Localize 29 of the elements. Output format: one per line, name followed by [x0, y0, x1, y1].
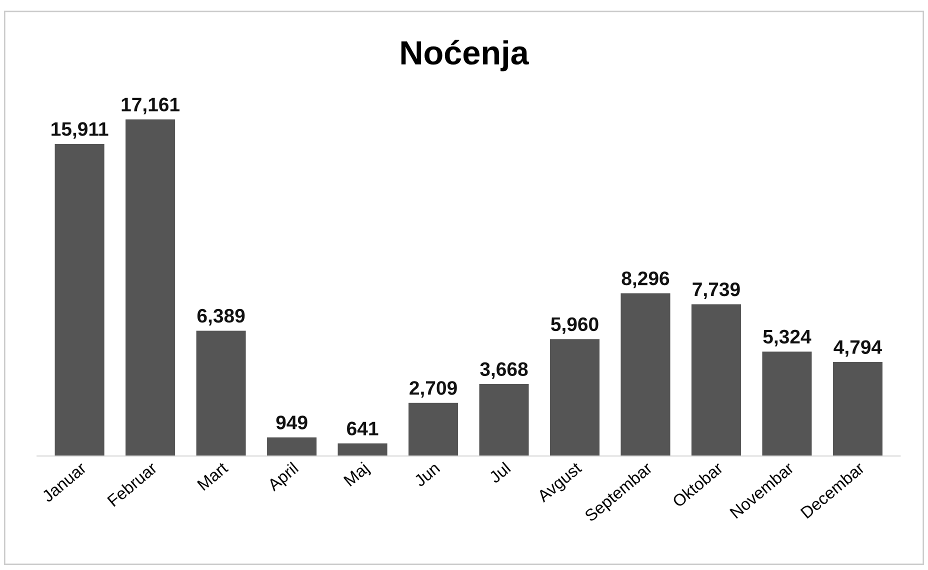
bar: [338, 443, 388, 456]
data-label: 3,668: [480, 362, 528, 379]
data-label: 17,161: [122, 98, 180, 114]
data-label: 4,794: [834, 340, 882, 357]
bar: [267, 437, 317, 456]
x-tick-label: Jun: [413, 462, 440, 488]
x-tick-label: Mart: [196, 461, 229, 491]
bar: [479, 384, 529, 456]
bar: [832, 362, 882, 456]
x-tick-label: Jul: [488, 462, 512, 484]
bar: [691, 304, 741, 456]
data-label: 15,911: [52, 122, 108, 139]
data-label: 5,960: [551, 317, 598, 334]
bar: [550, 339, 600, 456]
bar: [620, 293, 670, 456]
x-tick-label: Maj: [343, 462, 372, 490]
bar: [408, 402, 458, 456]
data-label: 5,324: [763, 330, 812, 346]
data-label: 641: [347, 422, 378, 436]
bar: [54, 144, 104, 456]
data-label: 949: [276, 416, 308, 430]
bar: [126, 119, 176, 456]
bar: [762, 352, 812, 456]
data-label: 7,739: [692, 282, 740, 300]
data-label: 8,296: [622, 272, 670, 288]
chart-title: Noćenja: [401, 40, 530, 72]
data-label: 6,389: [197, 308, 245, 326]
bar: [196, 330, 246, 456]
data-label: 2,709: [410, 381, 457, 398]
